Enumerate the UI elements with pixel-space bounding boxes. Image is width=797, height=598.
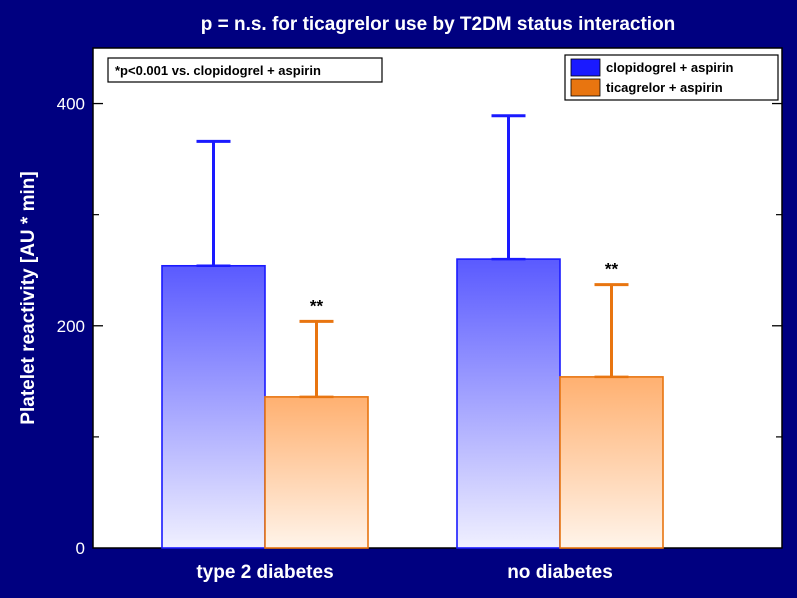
significance-marks: ** ** [310, 260, 619, 316]
bar-clopidogrel-1 [456, 258, 561, 549]
legend-label-clopidogrel: clopidogrel + aspirin [606, 60, 734, 75]
x-tick-labels: type 2 diabetes no diabetes [196, 562, 612, 583]
x-tick-label: no diabetes [507, 562, 613, 583]
y-axis-label: Platelet reactivity [AU * min] [18, 171, 39, 424]
annotation-box: *p<0.001 vs. clopidogrel + aspirin [107, 57, 383, 83]
y-tick-label: 0 [76, 539, 85, 558]
y-tick-labels: 0 200 400 [57, 95, 85, 558]
bar-ticagrelor-1 [559, 376, 664, 549]
bar-clopidogrel-0 [161, 264, 266, 549]
legend-swatch-ticagrelor [570, 78, 601, 97]
bar-ticagrelor-0 [264, 396, 369, 549]
bars [161, 258, 664, 549]
significance-mark: ** [310, 296, 324, 315]
annotation-text: *p<0.001 vs. clopidogrel + aspirin [115, 63, 321, 78]
y-tick-label: 200 [57, 317, 85, 336]
y-tick-label: 400 [57, 95, 85, 114]
error-bars [196, 114, 629, 399]
y-axis-ticks [93, 102, 782, 438]
x-tick-label: type 2 diabetes [196, 562, 333, 583]
legend-label-ticagrelor: ticagrelor + aspirin [606, 80, 723, 95]
chart-title: p = n.s. for ticagrelor use by T2DM stat… [201, 14, 676, 35]
legend: clopidogrel + aspirin ticagrelor + aspir… [564, 54, 779, 101]
legend-swatch-clopidogrel [570, 58, 601, 77]
significance-mark: ** [605, 260, 619, 279]
